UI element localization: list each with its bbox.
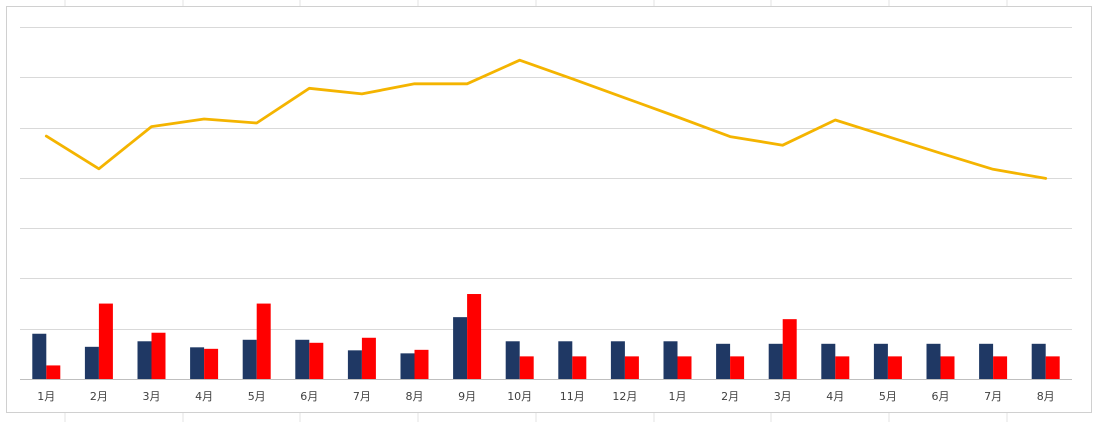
bar-series2-12 [624,356,639,379]
x-tick-label: 6月 [300,390,318,403]
x-tick-label: 2月 [721,390,739,403]
bar-series2-7 [361,337,376,379]
x-tick-label: 1月 [37,390,55,403]
bar-series1-7 [347,350,362,379]
chart-frame [6,6,1092,413]
x-tick-label: 5月 [879,390,897,403]
bar-series1-11 [558,341,573,379]
bar-series1-2 [84,346,99,379]
bar-series1-13 [663,341,678,379]
bar-series2-2 [98,303,113,379]
bar-series2-20 [1045,356,1060,379]
bar-series2-10 [519,356,534,379]
bar-series2-16 [835,356,850,379]
x-tick-label: 1月 [669,390,687,403]
x-tick-label: 3月 [774,390,792,403]
bar-series1-20 [1031,343,1046,379]
bar-series2-14 [730,356,745,379]
bar-series1-6 [295,339,310,379]
bar-series2-4 [204,348,219,379]
bar-series2-13 [677,356,692,379]
bar-series2-3 [151,332,166,379]
bar-series2-19 [993,356,1008,379]
bar-series1-9 [453,317,468,379]
bar-series1-5 [242,339,257,379]
bar-series2-9 [467,294,482,379]
x-tick-label: 7月 [353,390,371,403]
bar-series1-4 [190,347,205,379]
bar-series1-15 [768,343,783,379]
x-tick-label: 10月 [507,390,532,403]
x-tick-label: 12月 [612,390,637,403]
bar-series1-19 [979,343,994,379]
bar-series2-17 [887,356,902,379]
bar-series1-17 [873,343,888,379]
x-tick-label: 8月 [406,390,424,403]
bar-series1-3 [137,341,152,379]
bar-series1-16 [821,343,836,379]
line-series-1 [44,58,1048,180]
bar-series-group [32,294,1060,379]
x-tick-label: 6月 [932,390,950,403]
bar-series2-5 [256,303,271,379]
x-tick-label: 8月 [1037,390,1055,403]
bar-series1-14 [716,343,731,379]
bar-series1-10 [505,341,520,379]
x-tick-label: 5月 [248,390,266,403]
bar-series2-1 [46,365,61,379]
x-tick-label: 4月 [826,390,844,403]
bar-series2-15 [782,319,797,379]
x-tick-label: 11月 [560,390,585,403]
bar-series2-6 [309,342,324,379]
bar-series1-8 [400,353,415,379]
x-tick-label: 4月 [195,390,213,403]
x-tick-label: 3月 [143,390,161,403]
x-tick-label: 7月 [984,390,1002,403]
horizontal-gridlines [20,27,1072,330]
x-tick-label: 9月 [458,390,476,403]
bar-series2-8 [414,349,429,379]
bar-series1-18 [926,343,941,379]
bar-series2-11 [572,356,587,379]
x-axis-tick-labels: 1月 2月 3月 4月 5月 6月 7月 8月 9月 10月 11月 12月 1月 2月 3月 4月 5月 6月 7… [37,390,1054,403]
bar-series1-1 [32,333,47,379]
line-series-group [44,58,1048,180]
x-tick-label: 2月 [90,390,108,403]
sheet-gridlines [64,0,1008,422]
bar-series2-18 [940,356,955,379]
bar-series1-12 [610,341,625,379]
